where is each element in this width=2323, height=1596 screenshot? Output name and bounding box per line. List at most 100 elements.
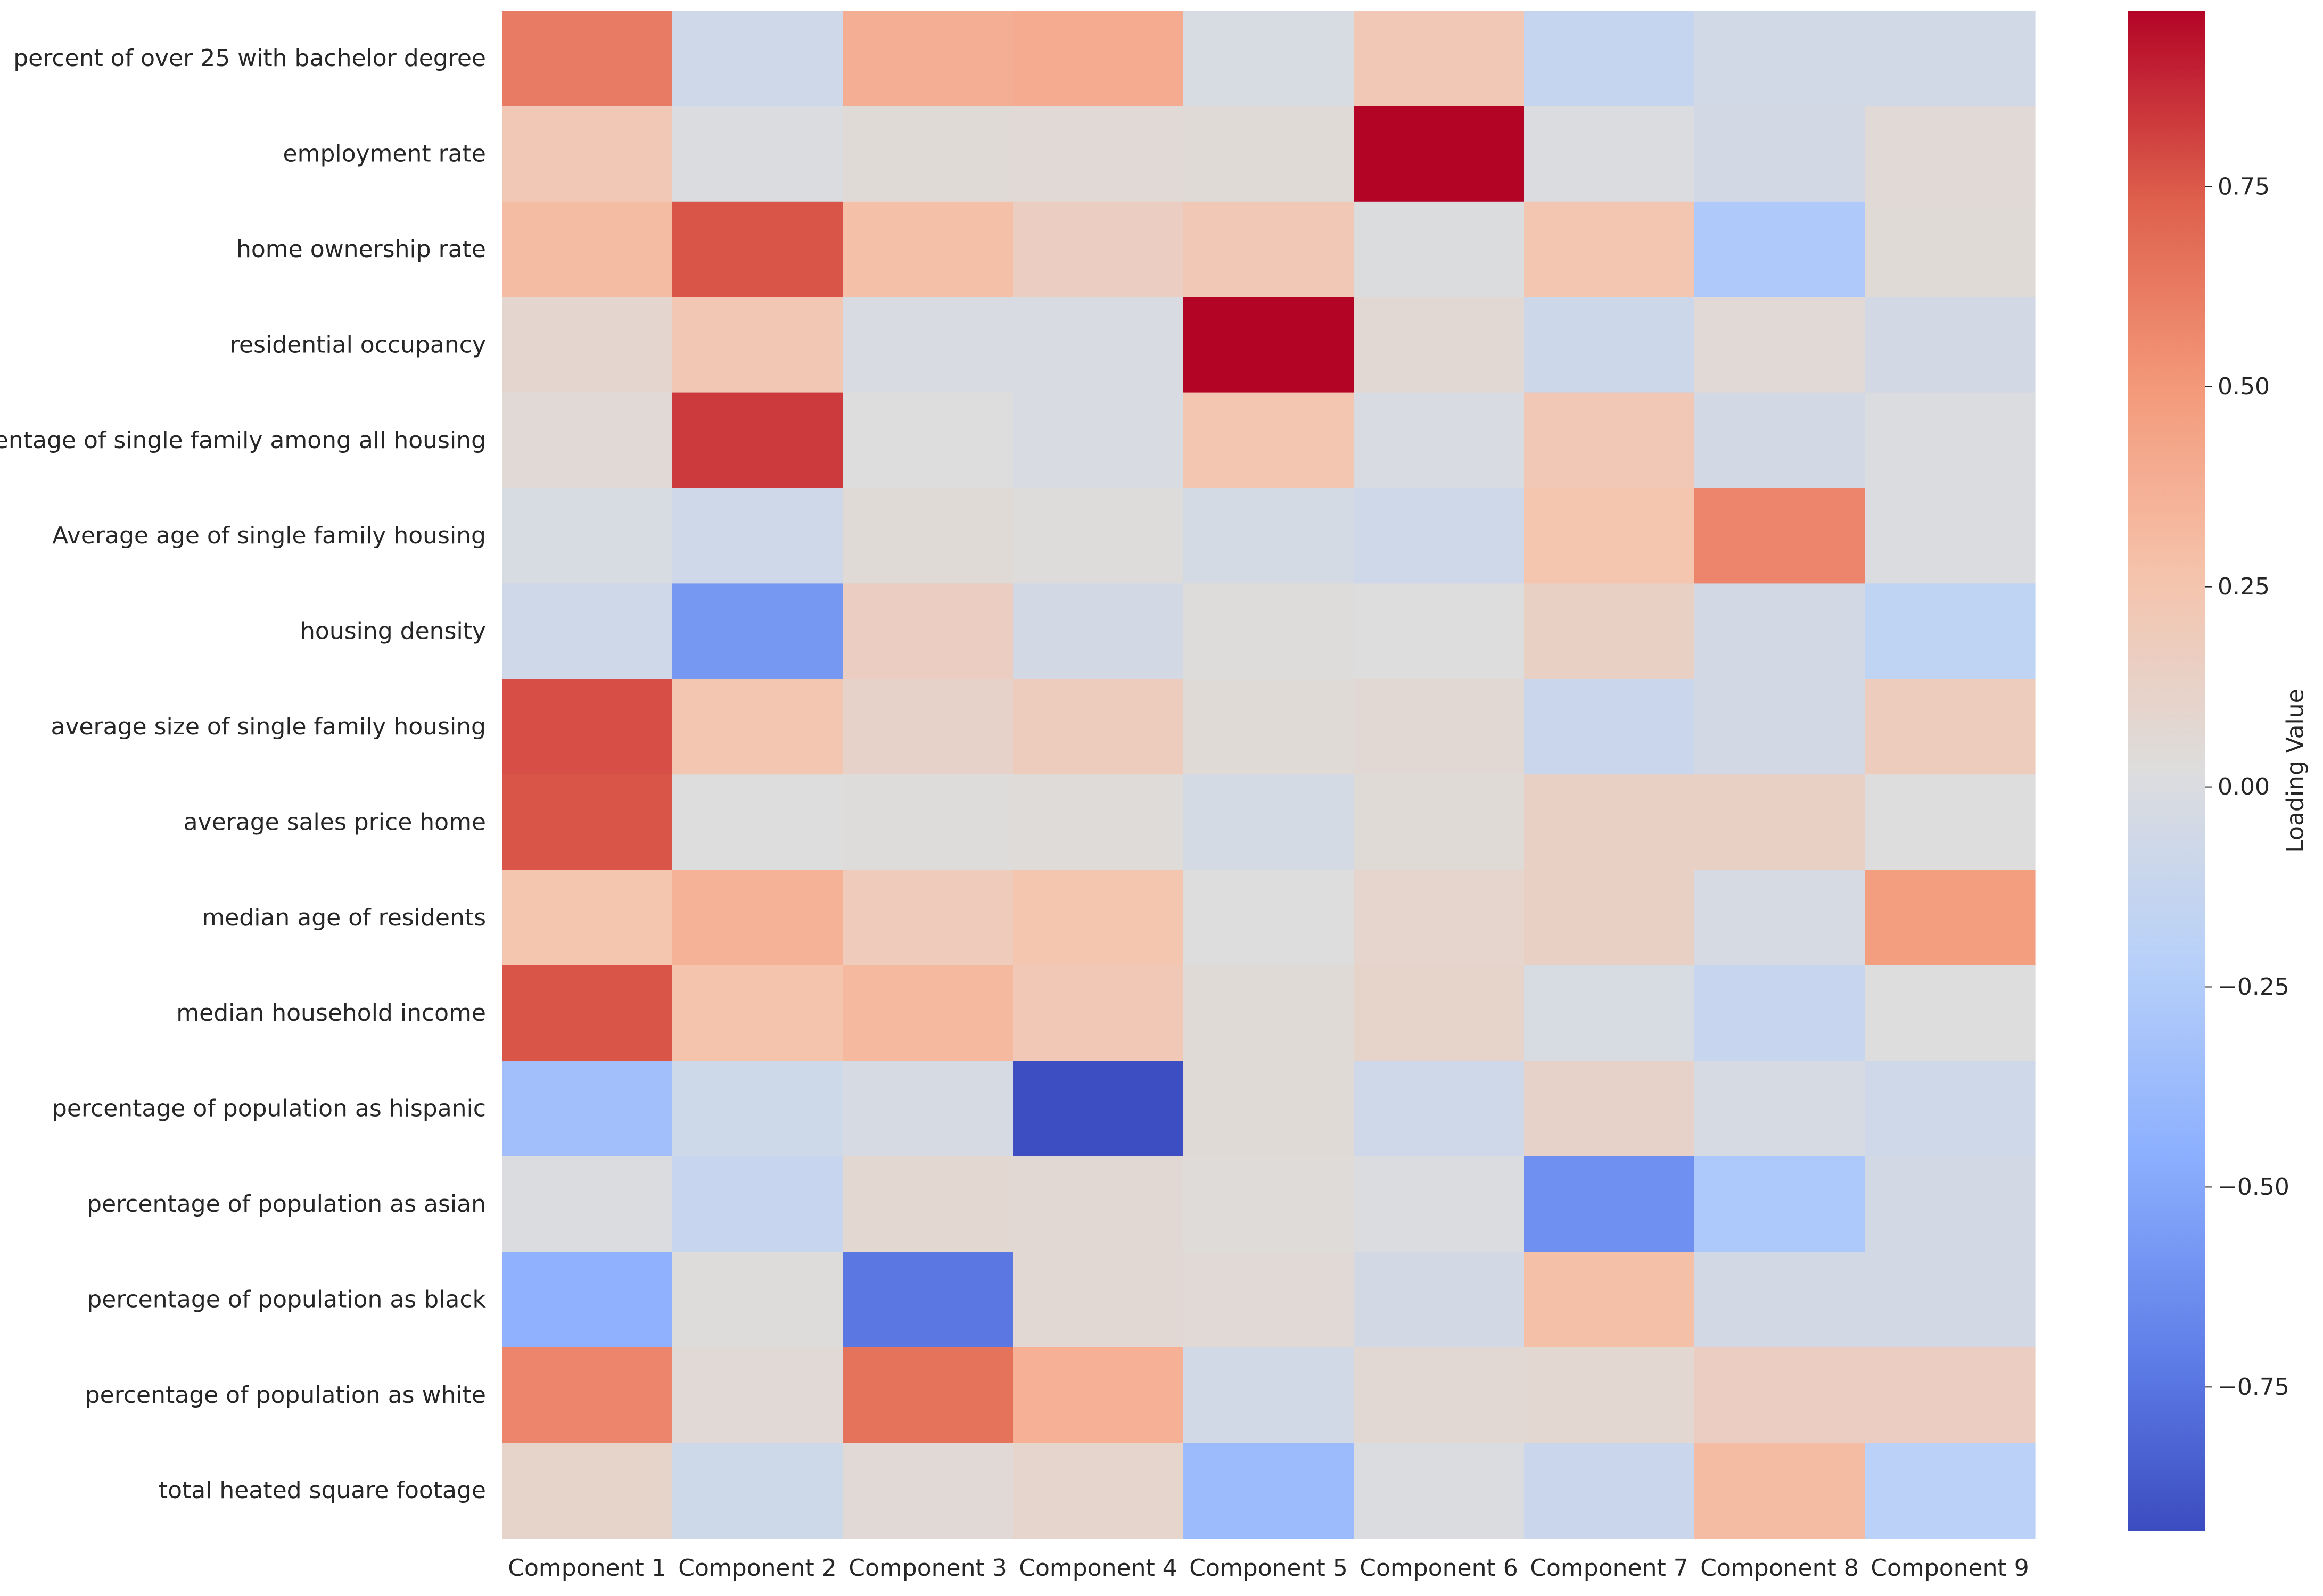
- heatmap-cell: [672, 1061, 843, 1157]
- heatmap-cell: [1354, 1347, 1525, 1443]
- heatmap-cell: [1183, 1347, 1354, 1443]
- heatmap-cell: [672, 965, 843, 1061]
- heatmap-cell: [1865, 488, 2036, 584]
- heatmap-cell: [502, 870, 673, 966]
- heatmap-cell: [502, 1061, 673, 1157]
- heatmap-cell: [1694, 774, 1865, 871]
- heatmap-cell: [1524, 297, 1695, 393]
- heatmap-cell: [1694, 1061, 1865, 1157]
- column-labels: Component 1 Component 2 Component 3 Compone…: [508, 1554, 2029, 1582]
- heatmap-cell: [843, 965, 1014, 1061]
- row-label: home ownership rate: [236, 236, 486, 263]
- heatmap-cell: [1183, 11, 1354, 106]
- heatmap-cell: [502, 106, 673, 202]
- heatmap-cell: [843, 201, 1014, 297]
- heatmap-cell: [843, 106, 1014, 202]
- colorbar-tick-label: −0.50: [2218, 1173, 2289, 1201]
- heatmap-cell: [843, 488, 1014, 584]
- heatmap-cell: [1183, 1443, 1354, 1539]
- heatmap-cell: [1013, 1347, 1184, 1443]
- heatmap-cell: [1524, 201, 1695, 297]
- heatmap-cell: [1694, 488, 1865, 584]
- heatmap-cell: [1865, 774, 2036, 871]
- heatmap-cell: [1354, 201, 1525, 297]
- heatmap-cell: [1354, 965, 1525, 1061]
- heatmap-cell: [843, 870, 1014, 966]
- heatmap-cell: [502, 1156, 673, 1252]
- heatmap-cell: [843, 774, 1014, 871]
- heatmap-cell: [1183, 774, 1354, 871]
- heatmap-cell: [1524, 1443, 1695, 1539]
- colorbar-tick-label: 0.50: [2218, 373, 2270, 400]
- heatmap-cell: [843, 1443, 1014, 1539]
- heatmap-cell: [1865, 11, 2036, 106]
- heatmap-cell: [843, 11, 1014, 106]
- heatmap-cell: [1013, 106, 1184, 202]
- heatmap-cell: [1354, 392, 1525, 489]
- heatmap-cell: [672, 201, 843, 297]
- row-label: percentage of population as black: [87, 1286, 486, 1313]
- heatmap-cell: [1694, 201, 1865, 297]
- heatmap-cell: [1183, 1061, 1354, 1157]
- heatmap-cell: [1013, 11, 1184, 106]
- column-label: Component 3: [849, 1554, 1007, 1582]
- row-label: housing density: [300, 618, 486, 645]
- row-label: percentage of population as hispanic: [52, 1095, 486, 1122]
- heatmap-cell: [1183, 201, 1354, 297]
- heatmap-cell: [1865, 106, 2036, 202]
- heatmap-cell: [1865, 679, 2036, 775]
- heatmap-cell: [1524, 488, 1695, 584]
- row-label: employment rate: [283, 140, 486, 168]
- row-label: percentage of population as asian: [87, 1190, 486, 1218]
- heatmap-cell: [1524, 870, 1695, 966]
- heatmap-cell: [1694, 11, 1865, 106]
- heatmap-cell: [1183, 392, 1354, 489]
- heatmap-cell: [843, 392, 1014, 489]
- heatmap-cell: [1694, 1156, 1865, 1252]
- row-label: median household income: [176, 999, 486, 1027]
- heatmap-cell: [1013, 965, 1184, 1061]
- heatmap-cell: [1354, 488, 1525, 584]
- colorbar-gradient: [2128, 11, 2205, 1531]
- colorbar: 0.75 0.50 0.25 0.00 −0.25 −0.50 −0.75 Loading V…: [2128, 11, 2309, 1531]
- heatmap-cell: [843, 297, 1014, 393]
- heatmap-cell: [672, 392, 843, 489]
- column-label: Component 4: [1019, 1554, 1177, 1582]
- heatmap-cell: [1354, 1156, 1525, 1252]
- heatmap-cell: [843, 1156, 1014, 1252]
- heatmap-cell: [1524, 1347, 1695, 1443]
- row-label: percentage of population as white: [85, 1382, 486, 1409]
- heatmap-cell: [672, 774, 843, 871]
- heatmap-cell: [843, 679, 1014, 775]
- heatmap-cell: [1865, 1156, 2036, 1252]
- heatmap-cell: [1183, 870, 1354, 966]
- heatmap-cell: [1013, 583, 1184, 680]
- heatmap-cell: [672, 1156, 843, 1252]
- heatmap-cell: [502, 1347, 673, 1443]
- heatmap-cell: [672, 11, 843, 106]
- heatmap-cell: [1354, 870, 1525, 966]
- heatmap-cell: [672, 488, 843, 584]
- colorbar-tick-label: −0.25: [2218, 973, 2289, 1000]
- heatmap-cell: [843, 1347, 1014, 1443]
- heatmap-cell: [1694, 392, 1865, 489]
- heatmap-cell: [1524, 106, 1695, 202]
- row-label: residential occupancy: [230, 331, 486, 358]
- heatmap-cell: [1524, 11, 1695, 106]
- heatmap-cell: [1183, 965, 1354, 1061]
- row-label: Average age of single family housing: [52, 522, 486, 549]
- heatmap-cell: [1524, 965, 1695, 1061]
- colorbar-tick-label: 0.75: [2218, 173, 2270, 200]
- heatmap-cell: [1524, 1252, 1695, 1348]
- heatmap-cell: [1013, 1252, 1184, 1348]
- heatmap-cell: [502, 297, 673, 393]
- heatmap-cell: [502, 201, 673, 297]
- heatmap-cell: [1354, 1443, 1525, 1539]
- column-label: Component 8: [1700, 1554, 1858, 1582]
- heatmap-cell: [1013, 870, 1184, 966]
- heatmap-cell: [1013, 488, 1184, 584]
- heatmap-cell: [1183, 583, 1354, 680]
- heatmap-cells: [502, 11, 2036, 1539]
- heatmap-cell: [843, 1252, 1014, 1348]
